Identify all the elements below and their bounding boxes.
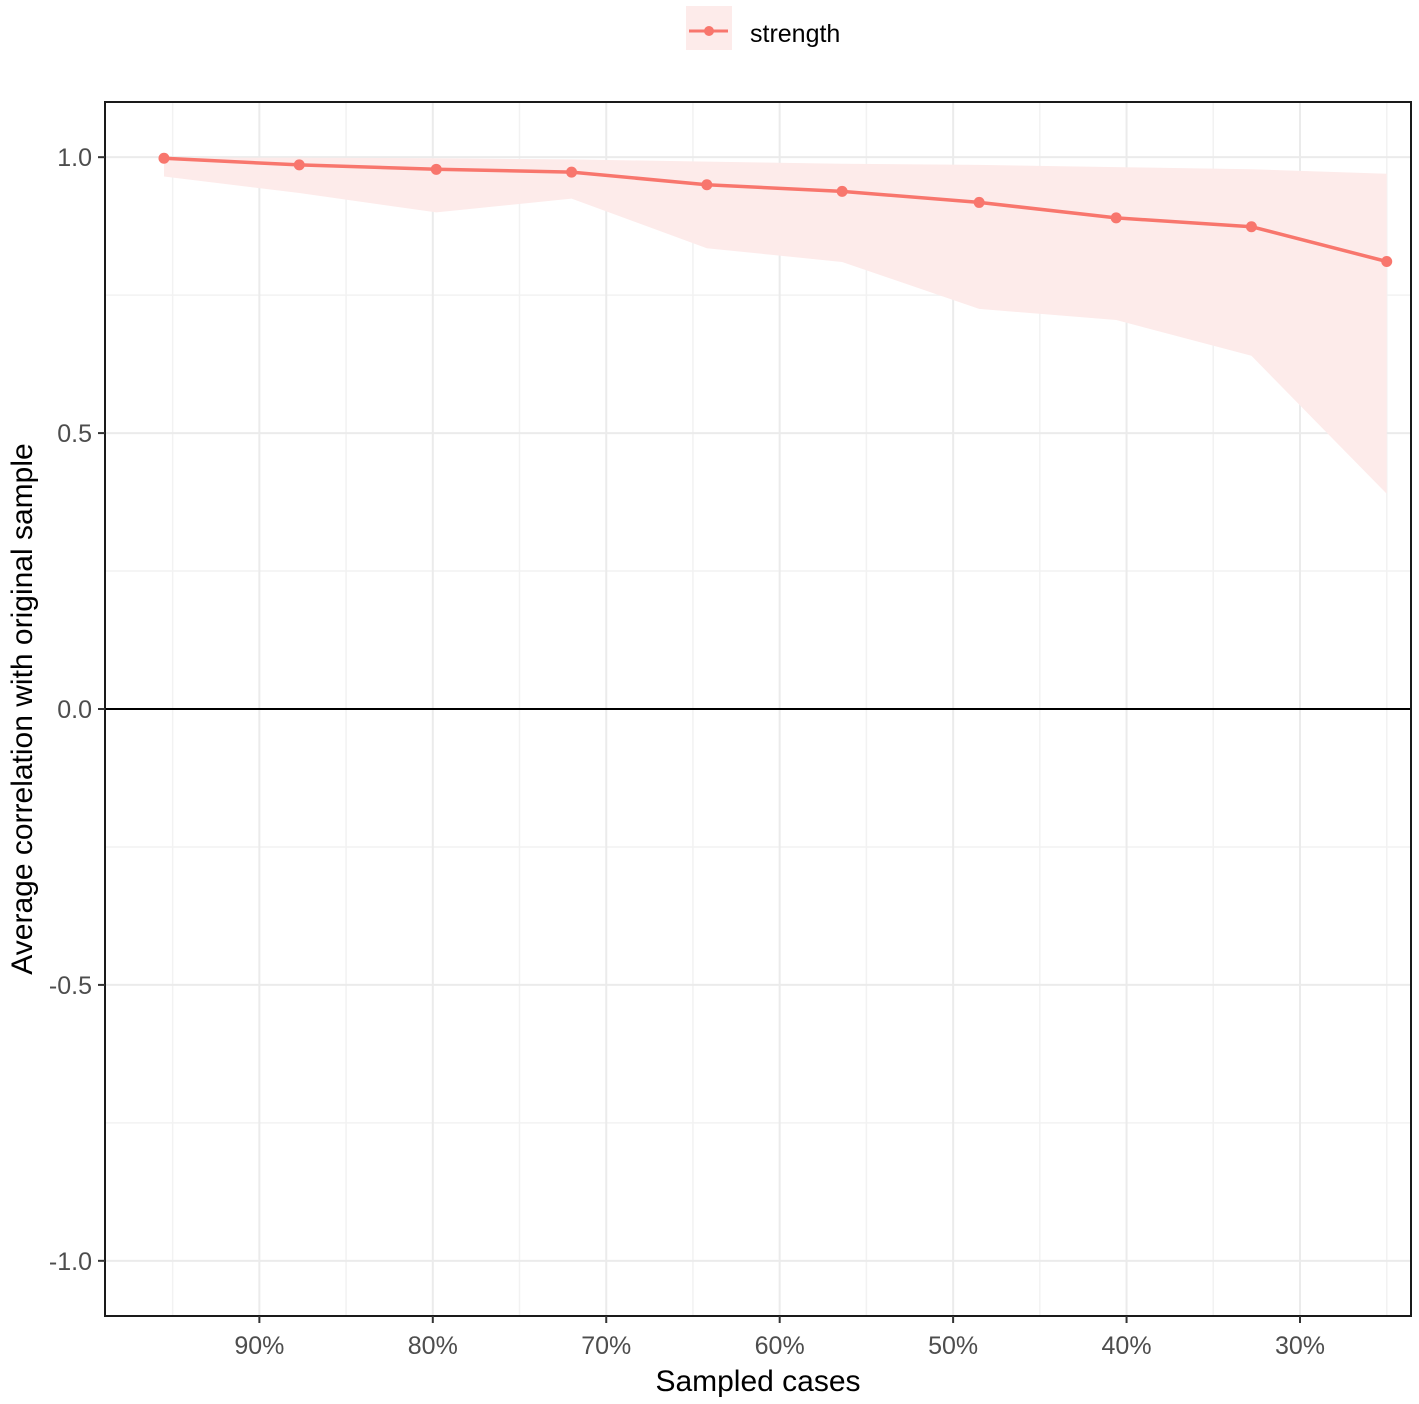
x-tick-label: 40%: [1102, 1332, 1152, 1360]
data-point-strength: [566, 166, 578, 178]
data-point-strength: [1245, 221, 1257, 233]
plot-area: [104, 101, 1412, 1317]
y-axis: 1.0 0.5 0.0 -0.5 -1.0: [49, 144, 105, 1276]
y-tick-label: -0.5: [49, 972, 92, 1000]
x-tick-label: 80%: [408, 1332, 458, 1360]
x-tick-label: 70%: [581, 1332, 631, 1360]
x-tick-label: 30%: [1275, 1332, 1325, 1360]
data-point-strength: [836, 185, 848, 197]
ribbon-strength: [164, 157, 1387, 494]
y-tick-label: 0.0: [57, 696, 92, 724]
legend-label-strength: strength: [750, 20, 840, 48]
data-point-strength: [158, 152, 170, 164]
data-point-strength: [1381, 255, 1393, 267]
series-lines: [163, 156, 1388, 264]
x-tick-label: 60%: [755, 1332, 805, 1360]
legend: strength: [686, 6, 840, 50]
data-point-strength: [293, 159, 305, 171]
data-point-strength: [430, 163, 442, 175]
series-line-strength: [163, 156, 1388, 264]
data-point-strength: [1110, 212, 1122, 224]
x-tick-label: 50%: [928, 1332, 978, 1360]
y-tick-label: 1.0: [57, 144, 92, 172]
x-tick-label: 90%: [234, 1332, 284, 1360]
data-point-strength: [701, 179, 713, 191]
y-axis-title: Average correlation with original sample: [6, 443, 39, 974]
y-tick-label: -1.0: [49, 1248, 92, 1276]
y-tick-label: 0.5: [57, 420, 92, 448]
x-axis: 90% 80% 70% 60% 50% 40% 30%: [234, 1316, 1325, 1360]
confidence-ribbons: [164, 157, 1387, 494]
legend-key-marker: [704, 26, 714, 36]
data-point-strength: [973, 196, 985, 208]
data-points: [158, 152, 1393, 267]
x-axis-title: Sampled cases: [655, 1365, 860, 1398]
